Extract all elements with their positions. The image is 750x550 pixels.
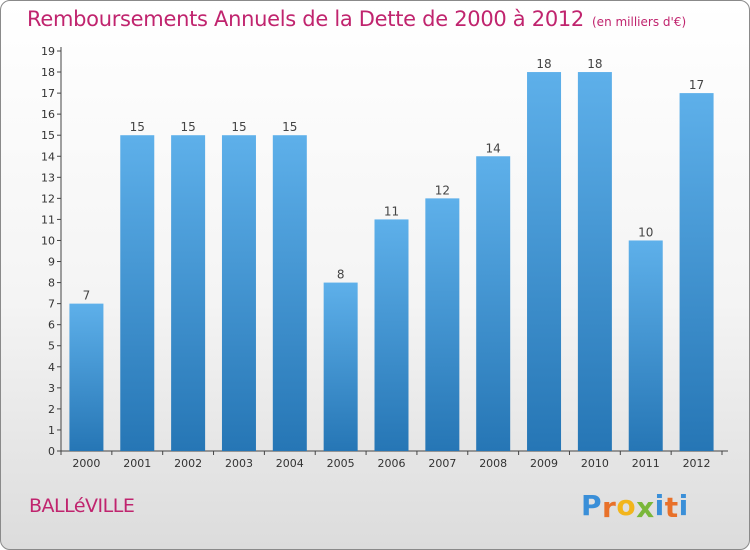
y-tick-label: 13 — [41, 171, 55, 184]
y-tick-label: 1 — [48, 424, 55, 437]
bar-2002[interactable] — [171, 135, 206, 452]
logo-letter: i — [654, 489, 665, 522]
x-tick-label: 2009 — [530, 457, 558, 470]
bar-value-label: 14 — [486, 141, 501, 155]
logo-letter: x — [636, 491, 655, 524]
x-tick-label: 2004 — [276, 457, 304, 470]
bar-value-label: 18 — [587, 57, 602, 71]
bar-value-label: 12 — [435, 183, 450, 197]
chart-subtitle: (en milliers d'€) — [592, 15, 687, 29]
y-tick-label: 3 — [48, 382, 55, 395]
x-tick-label: 2005 — [327, 457, 355, 470]
bar-2006[interactable] — [374, 219, 409, 451]
y-tick-label: 10 — [41, 234, 55, 247]
y-tick-label: 5 — [48, 340, 55, 353]
x-tick-label: 2012 — [683, 457, 711, 470]
bar-2000[interactable] — [69, 303, 104, 451]
bar-2008[interactable] — [476, 156, 511, 451]
x-tick-label: 2010 — [581, 457, 609, 470]
bar-2010[interactable] — [577, 72, 612, 451]
logo-letter: r — [602, 491, 617, 524]
chart-value-labels: 7 15 15 15 15 8 11 12 14 18 18 10 17 — [83, 57, 705, 303]
y-tick-label: 17 — [41, 87, 55, 100]
y-tick-label: 15 — [41, 129, 55, 142]
bar-2007[interactable] — [425, 198, 460, 451]
y-tick-label: 14 — [41, 150, 55, 163]
bar-value-label: 11 — [384, 204, 399, 218]
bar-value-label: 18 — [536, 57, 551, 71]
y-tick-label: 16 — [41, 108, 55, 121]
bar-2005[interactable] — [323, 282, 358, 451]
y-tick-label: 12 — [41, 192, 55, 205]
bar-value-label: 15 — [231, 120, 246, 134]
y-tick-label: 2 — [48, 403, 55, 416]
bar-2009[interactable] — [527, 72, 562, 451]
x-tick-label: 2002 — [174, 457, 202, 470]
y-tick-label: 7 — [48, 298, 55, 311]
chart-bars — [69, 72, 714, 452]
y-tick-label: 6 — [48, 319, 55, 332]
x-tick-label: 2001 — [123, 457, 151, 470]
y-tick-label: 0 — [48, 445, 55, 458]
bar-value-label: 8 — [337, 268, 345, 282]
x-tick-label: 2000 — [72, 457, 100, 470]
y-tick-label: 4 — [48, 361, 55, 374]
place-name: BALLéVILLE — [29, 495, 135, 517]
chart-title: Remboursements Annuels de la Dette de 20… — [27, 7, 686, 31]
x-tick-label: 2008 — [479, 457, 507, 470]
bar-value-label: 15 — [282, 120, 297, 134]
proxiti-logo[interactable]: Proxiti — [581, 489, 689, 524]
chart-title-text: Remboursements Annuels de la Dette de 20… — [27, 7, 584, 31]
x-tick-label: 2006 — [378, 457, 406, 470]
logo-letter: o — [616, 489, 637, 522]
x-tick-label: 2011 — [632, 457, 660, 470]
bar-2001[interactable] — [120, 135, 155, 452]
bar-value-label: 15 — [180, 120, 195, 134]
bar-value-label: 15 — [130, 120, 145, 134]
bar-2003[interactable] — [221, 135, 256, 452]
y-tick-label: 18 — [41, 66, 55, 79]
logo-letter: t — [664, 491, 679, 524]
bar-2004[interactable] — [272, 135, 307, 452]
y-tick-label: 11 — [41, 213, 55, 226]
x-tick-label: 2007 — [428, 457, 456, 470]
logo-letter: P — [581, 489, 603, 522]
y-tick-label: 8 — [48, 277, 55, 290]
bar-value-label: 7 — [83, 289, 91, 303]
bar-value-label: 17 — [689, 78, 704, 92]
logo-letter: i — [678, 489, 689, 522]
y-tick-label: 9 — [48, 256, 55, 269]
x-tick-label: 2003 — [225, 457, 253, 470]
bar-2012[interactable] — [679, 93, 714, 452]
bar-2011[interactable] — [628, 240, 663, 451]
y-tick-label: 19 — [41, 45, 55, 58]
bar-value-label: 10 — [638, 225, 653, 239]
